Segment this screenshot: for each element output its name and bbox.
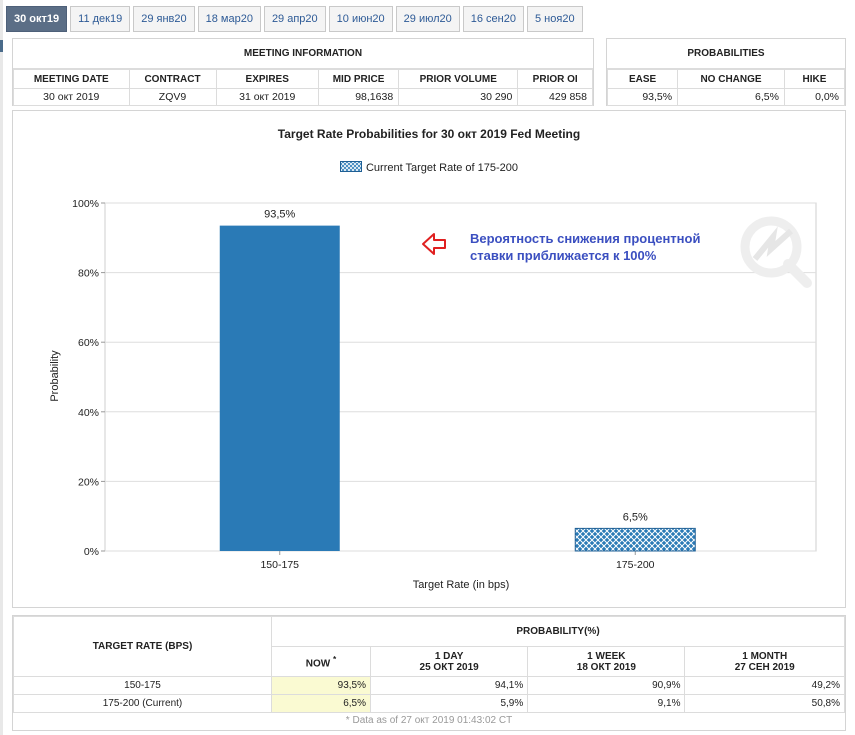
y-tick-label: 80% [78, 268, 99, 280]
red-arrow-left-icon [422, 233, 446, 255]
now-mark: * [332, 653, 337, 664]
meeting-information-panel: MEETING INFORMATION MEETING DATE CONTRAC… [12, 38, 594, 106]
expires-header: EXPIRES [215, 69, 319, 89]
one-day-date: 25 ОКТ 2019 [419, 661, 479, 673]
prior-volume-value: 30 290 [398, 88, 519, 106]
watermark-logo-icon [740, 216, 812, 288]
tab-meeting-5[interactable]: 29 апр20 [263, 6, 326, 32]
contract-header: CONTRACT [128, 69, 217, 89]
one-day-cell: 5,9% [369, 694, 529, 713]
one-week-header: 1 WEEK 18 ОКТ 2019 [527, 646, 686, 677]
tab-meeting-6[interactable]: 10 июн20 [328, 6, 393, 32]
y-tick-label: 40% [78, 407, 99, 419]
prior-oi-header: PRIOR OI [517, 69, 593, 89]
rate-cell: 175-200 (Current) [13, 694, 272, 713]
tab-meeting-2[interactable]: 11 дек19 [70, 6, 131, 32]
one-month-label: 1 MONTH [742, 650, 788, 662]
annotation-text: Вероятность снижения процентной ставки п… [470, 230, 740, 264]
chart-legend[interactable]: Current Target Rate of 175-200 [13, 161, 845, 174]
rate-cell: 150-175 [13, 676, 272, 695]
now-header: NOW * [271, 646, 371, 677]
target-rate-header: TARGET RATE (BPS) [13, 616, 272, 677]
table-row: 175-200 (Current) 6,5% 5,9% 9,1% 50,8% [13, 694, 845, 713]
tab-meeting-3[interactable]: 29 янв20 [133, 6, 195, 32]
chart-panel: Target Rate Probabilities for 30 окт 201… [12, 110, 846, 608]
y-tick-label: 0% [84, 546, 99, 558]
one-day-label: 1 DAY [434, 650, 464, 662]
bar-150-175[interactable] [219, 225, 340, 551]
no-change-value: 6,5% [677, 88, 785, 106]
mid-price-value: 98,1638 [317, 88, 400, 106]
now-cell: 6,5% [271, 694, 371, 713]
chart-title: Target Rate Probabilities for 30 окт 201… [277, 127, 581, 141]
one-day-header: 1 DAY 25 ОКТ 2019 [369, 646, 529, 677]
hike-value: 0,0% [783, 88, 846, 106]
hike-header: HIKE [783, 69, 846, 89]
one-month-header: 1 MONTH 27 СЕН 2019 [684, 646, 845, 677]
ease-value: 93,5% [606, 88, 679, 106]
probabilities-title: PROBABILITIES [607, 39, 845, 69]
one-week-cell: 90,9% [527, 676, 686, 695]
probabilities-panel: PROBABILITIES EASE NO CHANGE HIKE 93,5% … [606, 38, 846, 106]
one-week-label: 1 WEEK [587, 650, 626, 662]
legend-hatch-swatch [339, 161, 362, 172]
meeting-information-table: MEETING DATE CONTRACT EXPIRES MID PRICE … [13, 69, 593, 106]
y-tick-label: 20% [78, 476, 99, 488]
now-label: NOW [305, 658, 331, 670]
probability-header: PROBABILITY(%) [271, 616, 845, 647]
left-panel-marker [0, 40, 3, 52]
ease-header: EASE [606, 69, 679, 89]
left-panel-edge [0, 0, 3, 735]
tab-meeting-1[interactable]: 30 окт19 [6, 6, 68, 32]
probabilities-table: EASE NO CHANGE HIKE 93,5% 6,5% 0,0% [606, 69, 846, 106]
data-timestamp-note: * Data as of 27 окт 2019 01:43:02 CT [345, 715, 513, 727]
one-month-date: 27 СЕН 2019 [734, 661, 795, 673]
one-week-cell: 9,1% [527, 694, 686, 713]
x-tick-label: 175-200 [616, 559, 655, 571]
x-axis-label: Target Rate (in bps) [413, 579, 510, 591]
one-month-cell: 50,8% [684, 694, 845, 713]
meeting-date-header: MEETING DATE [13, 69, 130, 89]
mid-price-header: MID PRICE [317, 69, 400, 89]
prior-volume-header: PRIOR VOLUME [398, 69, 519, 89]
chart-canvas: 0% 20% 40% 60% 80% 100% 93,5% 150-175 6,5% 175-20… [49, 198, 817, 591]
one-month-cell: 49,2% [684, 676, 845, 695]
legend-label: Current Target Rate of 175-200 [365, 162, 519, 174]
annotation-line-1: Вероятность снижения процентной [470, 231, 701, 246]
contract-value: ZQV9 [128, 88, 217, 106]
one-day-cell: 94,1% [369, 676, 529, 695]
annotation-line-2: ставки приближается к 100% [470, 248, 657, 263]
bar-value-label: 6,5% [623, 511, 648, 523]
table-row: 150-175 93,5% 94,1% 90,9% 49,2% [13, 676, 845, 695]
tab-meeting-7[interactable]: 29 июл20 [395, 6, 460, 32]
y-axis-label: Probability [49, 350, 61, 402]
bar-value-label: 93,5% [264, 209, 295, 221]
probability-history-table: TARGET RATE (BPS) PROBABILITY(%) NOW * 1… [13, 616, 845, 729]
meeting-information-title: MEETING INFORMATION [13, 39, 593, 69]
meeting-tabs: 30 окт19 11 дек19 29 янв20 18 мар20 29 а… [6, 6, 583, 32]
probability-history-panel: TARGET RATE (BPS) PROBABILITY(%) NOW * 1… [12, 615, 846, 731]
meeting-date-value: 30 окт 2019 [13, 88, 130, 106]
expires-value: 31 окт 2019 [215, 88, 319, 106]
y-tick-label: 100% [72, 198, 99, 210]
tab-meeting-9[interactable]: 5 ноя20 [527, 6, 583, 32]
now-cell: 93,5% [271, 676, 371, 695]
y-tick-label: 60% [78, 337, 99, 349]
no-change-header: NO CHANGE [677, 69, 785, 89]
tab-meeting-4[interactable]: 18 мар20 [197, 6, 261, 32]
prior-oi-value: 429 858 [517, 88, 593, 106]
x-tick-label: 150-175 [260, 559, 299, 571]
bar-175-200[interactable] [574, 527, 696, 552]
one-week-date: 18 ОКТ 2019 [576, 661, 636, 673]
tab-meeting-8[interactable]: 16 сен20 [462, 6, 524, 32]
